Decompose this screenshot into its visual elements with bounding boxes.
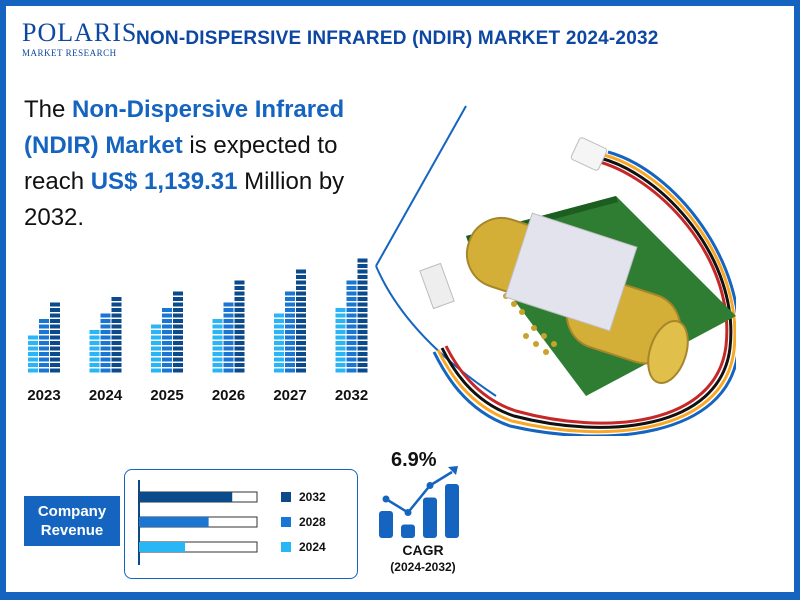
- bar-2023-col3: [50, 302, 60, 373]
- cagr-trend-point-1: [382, 495, 390, 503]
- bar-2027-col3: [296, 269, 306, 373]
- cagr-bar-4: [445, 484, 459, 538]
- bar-2032-col3: [357, 258, 368, 373]
- legend-item-2032: 2032: [281, 490, 326, 504]
- company-revenue-panel: 2032 2028 2024: [124, 469, 358, 579]
- bar-2023-col2: [39, 319, 49, 373]
- polaris-logo: POLARIS MARKET RESEARCH: [22, 18, 138, 59]
- bar-2025-col2: [162, 308, 172, 373]
- ndir-sensor-image: [419, 137, 736, 436]
- tick-label-2032: 2032: [335, 387, 368, 404]
- tick-label-2024: 2024: [89, 387, 123, 404]
- bar-2024-col1: [89, 330, 100, 373]
- logo-name: POLARIS: [22, 18, 138, 47]
- decorative-arc: [375, 105, 497, 397]
- bar-2026-col3: [234, 280, 245, 373]
- headline-part2: is expected to reach: [24, 132, 338, 195]
- tick-label-2023: 2023: [27, 387, 60, 404]
- bar-2026-col1: [212, 319, 223, 373]
- headline-value: US$ 1,139.31: [90, 168, 238, 195]
- bar-2027-col1: [274, 313, 284, 373]
- bar-2027-col2: [285, 291, 295, 373]
- bar-2024-col3: [111, 297, 122, 373]
- legend-item-2028: 2028: [281, 515, 326, 529]
- bar-2032-col2: [346, 280, 357, 373]
- legend-item-2024: 2024: [281, 540, 326, 554]
- headline-part1: The: [24, 96, 73, 123]
- legend-swatch-2024: [281, 542, 291, 552]
- cagr-bar-1: [379, 511, 393, 538]
- headline: The Non-Dispersive Infrared (NDIR) Marke…: [24, 92, 384, 236]
- revenue-label-line2: Revenue: [40, 522, 104, 539]
- cagr-arrow-icon: [448, 466, 458, 475]
- tick-label-2026: 2026: [212, 387, 245, 404]
- legend-swatch-2028: [281, 517, 291, 527]
- cagr-bar-2: [401, 524, 415, 538]
- revenue-bar-2032: [139, 492, 233, 502]
- legend-label-2032: 2032: [299, 490, 326, 504]
- bar-2032-col1: [335, 308, 346, 373]
- company-revenue-chart: [138, 480, 258, 565]
- bar-2025-col3: [173, 291, 183, 373]
- growth-bar-chart: 2023 2024 2025 2026 2027 2032: [27, 258, 368, 404]
- legend-label-2024: 2024: [299, 540, 326, 554]
- cagr-trend-point-2: [404, 509, 412, 516]
- tick-label-2027: 2027: [273, 387, 306, 404]
- cagr-period: (2024-2032): [390, 560, 456, 574]
- cagr-value: 6.9%: [391, 449, 437, 471]
- revenue-bar-2028: [139, 517, 209, 527]
- cagr-bar-3: [423, 497, 437, 538]
- cagr-trend-point-3: [426, 482, 434, 489]
- company-revenue-label: Company Revenue: [24, 496, 120, 546]
- logo-subtitle: MARKET RESEARCH: [22, 48, 117, 58]
- headline-part3: Million by 2032.: [24, 168, 345, 231]
- headline-market-name: Non-Dispersive Infrared (NDIR) Market: [24, 96, 345, 159]
- cagr-trend-line: [385, 470, 453, 515]
- bar-2023-col1: [28, 335, 38, 373]
- revenue-bar-2024: [139, 542, 186, 552]
- bar-2026-col2: [223, 302, 234, 373]
- legend-label-2028: 2028: [299, 515, 326, 529]
- bar-2025-col1: [151, 324, 161, 373]
- page-title: NON-DISPERSIVE INFRARED (NDIR) MARKET 20…: [136, 28, 659, 49]
- bar-2024-col2: [100, 313, 111, 373]
- revenue-label-line1: Company: [37, 503, 107, 520]
- tick-label-2025: 2025: [150, 387, 183, 404]
- cagr-label: CAGR: [402, 542, 444, 558]
- legend-swatch-2032: [281, 492, 291, 502]
- cagr-bar-icon: [379, 466, 459, 538]
